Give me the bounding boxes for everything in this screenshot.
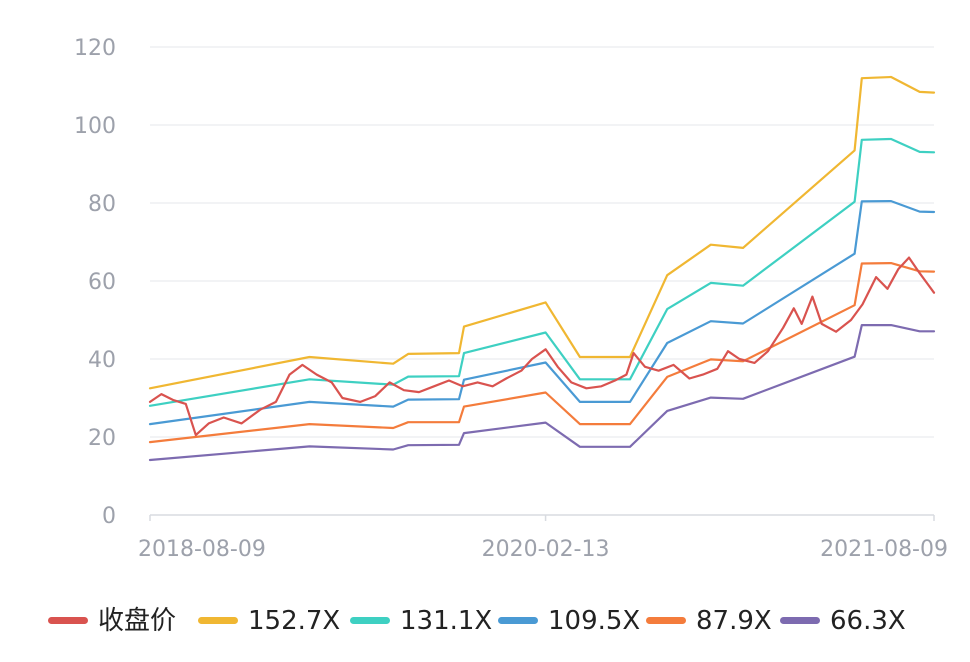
- legend-label: 66.3X: [830, 606, 906, 636]
- x-axis-ticks: 2018-08-09 2020-02-13 2021-08-09: [138, 515, 948, 562]
- series-lines: [148, 75, 936, 462]
- y-tick-label: 0: [102, 504, 116, 529]
- legend-label: 109.5X: [548, 606, 640, 636]
- x-tick-label: 2021-08-09: [820, 537, 948, 562]
- legend-swatch: [350, 617, 390, 624]
- legend-swatch: [780, 617, 820, 624]
- legend-label: 131.1X: [400, 606, 492, 636]
- y-tick-label: 20: [88, 426, 116, 451]
- legend: 收盘价 152.7X 131.1X 109.5X 87.9X 66.3X: [48, 606, 906, 636]
- legend-label: 152.7X: [248, 606, 340, 636]
- legend-swatch: [48, 617, 88, 624]
- legend-swatch: [498, 617, 538, 624]
- grid-lines: [150, 46, 934, 516]
- legend-swatch: [198, 617, 238, 624]
- series-line-131.1X: [148, 137, 936, 407]
- series-line-152.7X: [148, 75, 936, 390]
- y-axis-ticks: 0 20 40 60 80 100 120: [74, 36, 116, 529]
- y-tick-label: 80: [88, 192, 116, 217]
- y-tick-label: 60: [88, 270, 116, 295]
- series-line-109.5X: [148, 200, 936, 426]
- series-line-66.3X: [148, 324, 936, 462]
- series-line-87.9X: [148, 262, 936, 444]
- y-tick-label: 120: [74, 36, 116, 61]
- legend-label: 收盘价: [98, 606, 176, 636]
- series-line-收盘价: [148, 256, 936, 437]
- legend-swatch: [646, 617, 686, 624]
- legend-label: 87.9X: [696, 606, 772, 636]
- x-tick-label: 2018-08-09: [138, 537, 266, 562]
- y-tick-label: 100: [74, 114, 116, 139]
- y-tick-label: 40: [88, 348, 116, 373]
- x-tick-label: 2020-02-13: [482, 537, 610, 562]
